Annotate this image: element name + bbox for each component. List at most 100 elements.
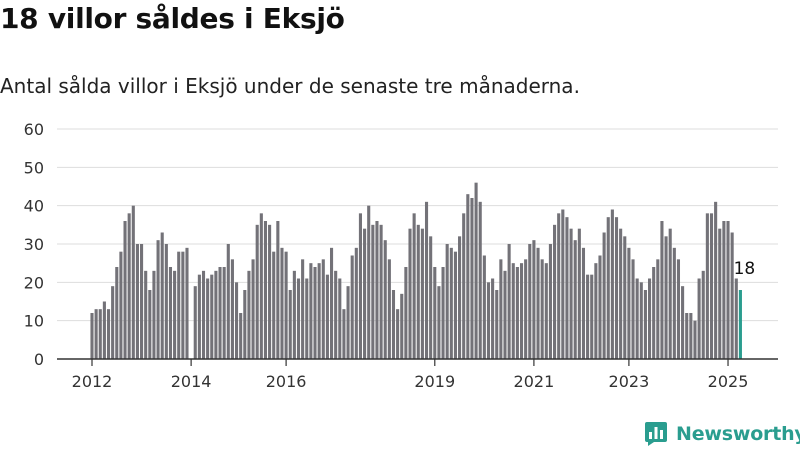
- x-tick-label: 2016: [266, 372, 307, 391]
- bar: [656, 259, 660, 359]
- bar: [346, 286, 350, 359]
- bar: [251, 259, 255, 359]
- bar: [334, 270, 338, 359]
- bar: [524, 259, 528, 359]
- x-tick-label: 2023: [609, 372, 650, 391]
- bar: [482, 255, 486, 359]
- bar: [379, 224, 383, 359]
- bar: [156, 240, 160, 359]
- newsworthy-logo-icon: [645, 422, 667, 446]
- bar: [544, 263, 548, 359]
- bar: [119, 251, 123, 359]
- bar: [577, 228, 581, 359]
- y-tick-label: 0: [34, 350, 44, 369]
- bar-highlight: [738, 290, 742, 359]
- bar: [424, 201, 429, 359]
- bar: [243, 290, 247, 359]
- bar: [152, 270, 156, 359]
- bar: [367, 205, 371, 359]
- bar: [404, 267, 408, 359]
- bar: [478, 201, 482, 359]
- bar: [639, 282, 643, 359]
- bar: [197, 274, 201, 359]
- bar: [619, 228, 623, 359]
- bar: [317, 263, 321, 359]
- bar: [214, 270, 218, 359]
- bar: [676, 259, 681, 359]
- newsworthy-logo: Newsworthy: [644, 420, 800, 448]
- bar: [681, 286, 685, 359]
- bar: [631, 259, 635, 359]
- bar: [140, 244, 144, 359]
- y-tick-label: 40: [24, 197, 44, 216]
- bar: [280, 247, 284, 359]
- bar: [218, 267, 222, 359]
- bar: [222, 267, 226, 359]
- bar: [296, 278, 301, 359]
- bar: [309, 263, 313, 359]
- bar: [557, 213, 561, 359]
- bar: [528, 244, 532, 359]
- bar: [412, 213, 416, 359]
- bar: [503, 270, 507, 359]
- bar: [325, 274, 329, 359]
- bar: [548, 244, 552, 359]
- bar: [168, 267, 173, 359]
- bar: [685, 313, 689, 359]
- bar: [734, 278, 738, 359]
- bar: [181, 251, 185, 359]
- chart-title: 18 villor såldes i Eksjö: [0, 2, 345, 35]
- bar: [123, 221, 127, 359]
- bar: [144, 270, 148, 359]
- bar: [581, 247, 586, 359]
- bar: [371, 224, 375, 359]
- bar: [515, 267, 519, 359]
- bar: [437, 286, 441, 359]
- bar: [652, 267, 656, 359]
- bar-chart: 0 10 20 30 40 50 60 2012 2014 2016 2019 2021 2023 202…: [24, 120, 778, 391]
- bar: [627, 247, 631, 359]
- bar: [247, 270, 251, 359]
- bar: [536, 247, 540, 359]
- x-tick-label: 2019: [414, 372, 455, 391]
- bar: [173, 270, 177, 359]
- bar: [569, 228, 573, 359]
- bar: [474, 182, 478, 359]
- bar: [606, 217, 610, 359]
- bar: [416, 224, 420, 359]
- bar: [160, 232, 164, 359]
- y-tick-label: 20: [24, 273, 44, 292]
- bar: [495, 290, 499, 359]
- bar: [354, 247, 358, 359]
- bar: [458, 236, 462, 359]
- bar: [449, 247, 453, 359]
- bar: [635, 278, 639, 359]
- bar: [259, 213, 263, 359]
- bar: [358, 213, 362, 359]
- bar: [106, 309, 111, 359]
- bar: [206, 278, 210, 359]
- y-tick-label: 30: [24, 235, 44, 254]
- bar: [363, 228, 367, 359]
- bar: [722, 221, 726, 359]
- bar: [375, 221, 379, 359]
- chart-subtitle: Antal sålda villor i Eksjö under de sena…: [0, 74, 580, 98]
- bar: [565, 217, 569, 359]
- bar: [445, 244, 449, 359]
- bar: [272, 251, 276, 359]
- bar: [453, 251, 457, 359]
- bar: [668, 228, 672, 359]
- bar: [491, 278, 495, 359]
- bar: [573, 240, 577, 359]
- bar: [532, 240, 536, 359]
- bar: [614, 217, 619, 359]
- bar: [235, 282, 239, 359]
- bar: [391, 290, 396, 359]
- bar: [709, 213, 714, 359]
- bar: [210, 274, 214, 359]
- bar: [718, 228, 722, 359]
- bar: [466, 194, 470, 359]
- bar: [102, 301, 106, 359]
- bar: [226, 244, 230, 359]
- logo-text: Newsworthy: [676, 423, 800, 445]
